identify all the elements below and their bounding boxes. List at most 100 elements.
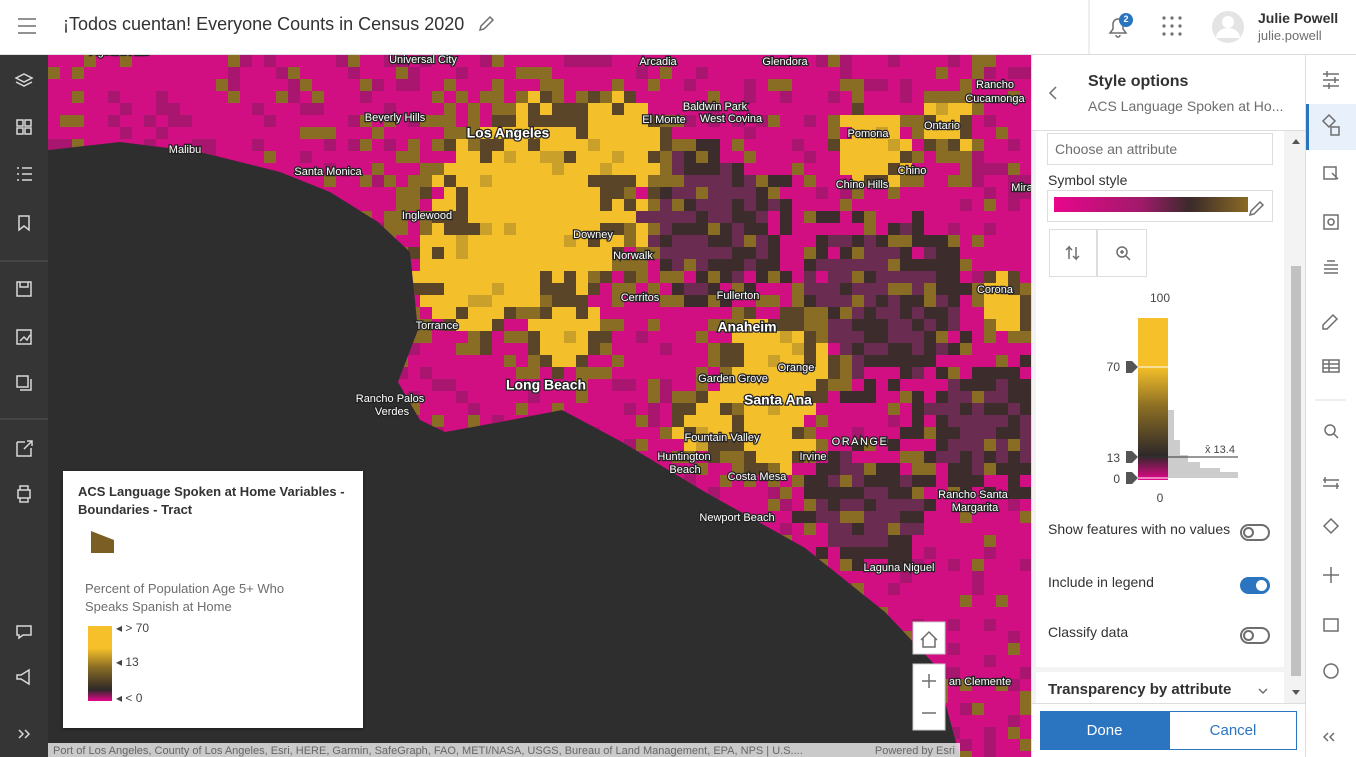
labels[interactable] — [1322, 313, 1339, 330]
tract — [720, 367, 732, 379]
styles[interactable] — [1321, 113, 1340, 136]
whats-new[interactable] — [16, 668, 30, 686]
tract — [828, 259, 840, 271]
handle-mid[interactable] — [1126, 451, 1138, 463]
tract — [228, 55, 240, 67]
transparency-section[interactable] — [1036, 672, 1284, 708]
home-button[interactable] — [912, 621, 946, 655]
tract — [912, 415, 924, 427]
invert-button[interactable] — [1049, 229, 1097, 277]
tract — [252, 139, 264, 151]
print[interactable] — [17, 485, 31, 503]
tract — [312, 91, 324, 103]
create-app[interactable] — [16, 329, 32, 345]
tract — [612, 319, 624, 331]
measure[interactable] — [1323, 477, 1339, 489]
scroll-down[interactable] — [1292, 690, 1300, 695]
tract — [1020, 307, 1031, 319]
tract — [864, 547, 876, 559]
cancel-button[interactable]: Cancel — [1169, 711, 1297, 750]
toggle-switch[interactable] — [1240, 627, 1270, 644]
effects[interactable] — [1323, 214, 1339, 230]
tract — [1008, 403, 1020, 415]
tract — [432, 199, 444, 211]
done-button[interactable]: Done — [1040, 711, 1169, 750]
menu-button[interactable] — [18, 18, 36, 34]
tract — [696, 331, 708, 343]
tract — [672, 259, 684, 271]
tract — [516, 367, 528, 379]
feedback[interactable] — [16, 625, 32, 640]
tract — [720, 259, 732, 271]
zoom-slider-button[interactable] — [1097, 229, 1147, 277]
region-label: ORANGE — [832, 436, 889, 448]
filter[interactable] — [1323, 166, 1339, 180]
tract — [564, 319, 576, 331]
directions[interactable] — [1322, 517, 1340, 535]
expand[interactable] — [18, 729, 31, 739]
scroll-up[interactable] — [1292, 139, 1300, 144]
location[interactable] — [1323, 567, 1339, 583]
search[interactable] — [1324, 424, 1336, 436]
tract — [576, 367, 588, 379]
scrollbar[interactable] — [1289, 134, 1303, 700]
tract — [504, 127, 516, 139]
basemap[interactable] — [16, 119, 32, 135]
tract — [540, 283, 552, 295]
properties[interactable] — [1323, 71, 1339, 89]
tract — [588, 343, 600, 355]
tract — [660, 271, 672, 283]
tract — [804, 379, 816, 391]
table[interactable] — [1322, 359, 1340, 373]
tract — [828, 115, 840, 127]
tract — [696, 235, 708, 247]
apps-launcher[interactable] — [1162, 16, 1182, 36]
toggle-switch[interactable] — [1240, 524, 1270, 541]
scroll-thumb[interactable] — [1291, 266, 1301, 676]
place-label: West Covina — [700, 113, 763, 125]
tract — [876, 523, 888, 535]
tract — [120, 127, 132, 139]
tract — [696, 367, 708, 379]
symbol-style-picker[interactable] — [1047, 190, 1273, 222]
layers[interactable] — [14, 73, 34, 87]
attribute-input[interactable]: Choose an attribute — [1047, 133, 1273, 165]
handle-high[interactable] — [1126, 361, 1138, 373]
tract — [408, 67, 420, 79]
share-map[interactable] — [16, 375, 32, 391]
zoom-in[interactable] — [922, 674, 936, 688]
place-label: Malibu — [169, 144, 201, 156]
tract — [432, 139, 444, 151]
tract — [672, 283, 684, 295]
tract — [552, 163, 564, 175]
tract — [1008, 271, 1020, 283]
tract — [492, 163, 504, 175]
tract — [588, 211, 600, 223]
collapse[interactable] — [1322, 732, 1335, 742]
tract — [636, 247, 648, 259]
tract — [540, 211, 552, 223]
tract — [804, 403, 816, 415]
handle-low[interactable] — [1126, 472, 1138, 484]
tract — [708, 223, 720, 235]
tract — [432, 295, 444, 307]
pop-ups[interactable] — [1324, 260, 1338, 274]
toggle-switch[interactable] — [1240, 577, 1270, 594]
tract — [828, 331, 840, 343]
tract — [396, 211, 408, 223]
share[interactable] — [16, 440, 33, 457]
bookmarks[interactable] — [18, 215, 30, 232]
tract — [840, 379, 852, 391]
tract — [360, 139, 372, 151]
edit-ramp[interactable] — [1248, 200, 1265, 217]
tract — [444, 307, 456, 319]
tract — [864, 151, 876, 163]
legend[interactable] — [17, 167, 32, 181]
tract — [420, 283, 432, 295]
powered-by[interactable]: Powered by Esri — [875, 745, 955, 757]
back-button[interactable] — [1046, 85, 1062, 101]
tract — [768, 115, 780, 127]
edit-title[interactable] — [478, 15, 495, 32]
save[interactable] — [16, 281, 32, 297]
